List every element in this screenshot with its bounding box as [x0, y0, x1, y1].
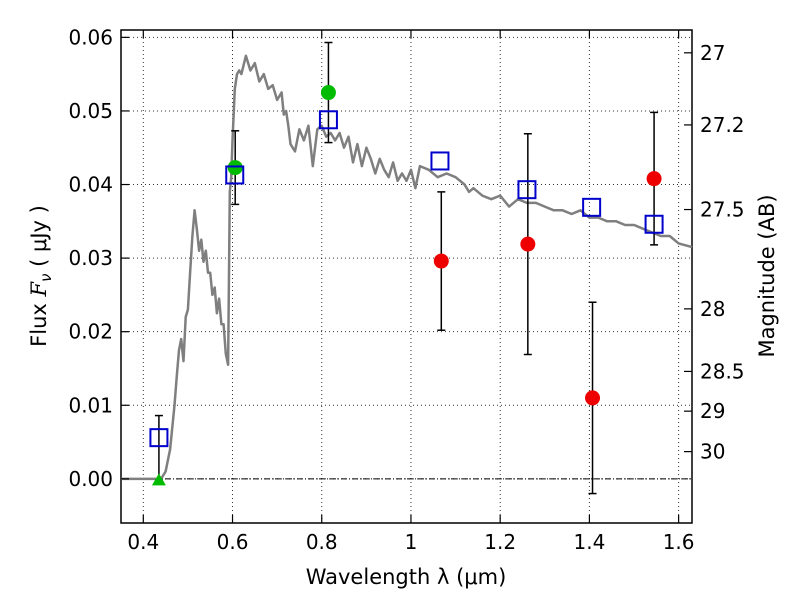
- red-detection-point: [520, 236, 536, 252]
- y-axis-title: Flux Fν ( μJy ): [27, 205, 55, 347]
- model-band-square: [644, 214, 664, 234]
- model-band-square: [225, 165, 245, 185]
- y-axis-title-units: ( μJy ): [27, 205, 51, 273]
- grid-lines: [121, 30, 692, 523]
- x-tick-label: 0.8: [306, 530, 338, 554]
- upper-limit-triangle: [151, 473, 166, 486]
- model-spectrum-line: [121, 54, 693, 481]
- red-detection-point: [433, 253, 449, 269]
- x-tick-label: 1.4: [573, 530, 605, 554]
- y-tick-label: 0.02: [68, 320, 113, 344]
- x-tick-label: 0.4: [127, 530, 159, 554]
- model-band-square: [517, 180, 537, 200]
- model-spectrum-group: [121, 54, 693, 481]
- plot-frame: [120, 29, 693, 524]
- right-tick-label: 28.5: [700, 359, 745, 383]
- ticks-group: [121, 30, 692, 523]
- right-tick-label: 30: [700, 440, 725, 464]
- red-detection-point: [585, 390, 601, 406]
- x-tick-label: 1.2: [484, 530, 516, 554]
- y-tick-label: 0.05: [68, 99, 113, 123]
- x-tick-label: 1: [405, 530, 418, 554]
- right-tick-label: 27.2: [700, 113, 745, 137]
- right-tick-label: 28: [700, 297, 725, 321]
- y-tick-label: 0.00: [68, 467, 113, 491]
- right-axis-title: Magnitude (AB): [755, 194, 779, 357]
- tick-labels-group: 0.4 0.6 0.8 1 1.2 1.4 1.6 0.00 0.01 0.02 0.03 0.04 0…: [68, 25, 744, 554]
- right-tick-label: 27: [700, 41, 725, 65]
- green-detection-point: [320, 85, 336, 101]
- errorbars-group: [154, 41, 659, 495]
- y-axis-title-symbol: F: [27, 281, 51, 298]
- x-axis-title: Wavelength λ (μm): [306, 565, 507, 589]
- model-band-square: [430, 151, 450, 171]
- y-axis-title-text: Flux: [27, 297, 51, 347]
- y-tick-label: 0.01: [68, 393, 113, 417]
- y-axis-title-sub: ν: [37, 274, 55, 282]
- red-detection-point: [646, 171, 662, 187]
- y-tick-label: 0.03: [68, 246, 113, 270]
- model-band-square: [318, 110, 338, 130]
- markers-group: [149, 85, 664, 486]
- right-tick-label: 29: [700, 399, 725, 423]
- right-tick-label: 27.5: [700, 198, 745, 222]
- green-detection-point: [227, 160, 243, 176]
- y-tick-label: 0.04: [68, 173, 113, 197]
- model-band-square: [582, 197, 602, 217]
- x-tick-label: 0.6: [217, 530, 249, 554]
- model-band-square: [149, 428, 169, 448]
- x-tick-label: 1.6: [663, 530, 695, 554]
- y-tick-label: 0.06: [68, 25, 113, 49]
